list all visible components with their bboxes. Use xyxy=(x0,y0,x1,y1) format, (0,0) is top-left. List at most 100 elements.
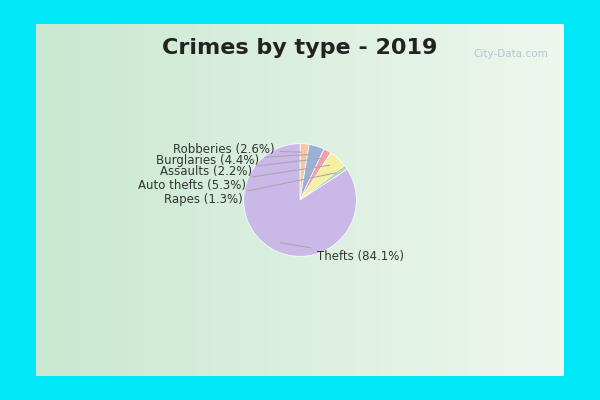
Bar xyxy=(157,24,160,376)
Bar xyxy=(194,24,197,376)
Bar xyxy=(385,24,387,376)
Bar xyxy=(514,24,517,376)
Bar xyxy=(279,24,281,376)
Bar xyxy=(49,24,52,376)
Bar xyxy=(242,24,245,376)
Bar xyxy=(115,24,118,376)
Bar xyxy=(166,24,168,376)
Bar xyxy=(319,24,321,376)
Bar xyxy=(469,24,472,376)
Bar xyxy=(443,24,445,376)
Bar xyxy=(377,24,379,376)
Bar xyxy=(308,24,311,376)
Bar xyxy=(276,24,279,376)
Bar xyxy=(268,24,271,376)
Bar xyxy=(493,24,496,376)
Bar xyxy=(76,24,78,376)
Bar xyxy=(511,24,514,376)
Bar xyxy=(179,24,181,376)
Bar xyxy=(173,24,176,376)
Bar xyxy=(128,24,131,376)
Bar xyxy=(239,24,242,376)
Bar xyxy=(448,24,451,376)
Bar xyxy=(57,24,60,376)
Bar xyxy=(287,24,289,376)
Bar xyxy=(131,24,134,376)
Bar xyxy=(395,24,398,376)
Bar xyxy=(208,24,210,376)
Bar xyxy=(121,24,123,376)
Bar xyxy=(97,24,100,376)
Bar xyxy=(532,24,535,376)
Bar xyxy=(548,24,551,376)
Bar xyxy=(168,24,170,376)
Bar xyxy=(200,24,202,376)
Bar xyxy=(421,24,424,376)
Bar xyxy=(559,24,562,376)
Wedge shape xyxy=(300,144,324,200)
Bar xyxy=(538,24,540,376)
Bar xyxy=(374,24,377,376)
Bar xyxy=(170,24,173,376)
Wedge shape xyxy=(300,166,347,200)
Bar xyxy=(266,24,268,376)
Bar xyxy=(482,24,485,376)
Bar xyxy=(149,24,152,376)
Wedge shape xyxy=(244,144,356,256)
Bar xyxy=(229,24,232,376)
Bar xyxy=(313,24,316,376)
Bar xyxy=(60,24,62,376)
Bar xyxy=(324,24,326,376)
Text: Robberies (2.6%): Robberies (2.6%) xyxy=(173,143,301,156)
Bar xyxy=(509,24,511,376)
Text: Burglaries (4.4%): Burglaries (4.4%) xyxy=(156,154,311,167)
Text: City-Data.com: City-Data.com xyxy=(473,49,548,59)
Bar xyxy=(284,24,287,376)
Bar xyxy=(258,24,260,376)
Bar xyxy=(281,24,284,376)
Bar xyxy=(411,24,413,376)
Bar xyxy=(126,24,128,376)
Bar xyxy=(41,24,44,376)
Bar xyxy=(155,24,157,376)
Bar xyxy=(517,24,519,376)
Bar xyxy=(424,24,427,376)
Bar xyxy=(543,24,545,376)
Text: Crimes by type - 2019: Crimes by type - 2019 xyxy=(163,38,437,58)
Bar xyxy=(260,24,263,376)
Bar xyxy=(382,24,385,376)
Bar xyxy=(353,24,355,376)
Bar xyxy=(432,24,434,376)
Bar xyxy=(295,24,298,376)
Bar xyxy=(456,24,458,376)
Bar xyxy=(540,24,543,376)
Bar xyxy=(36,24,38,376)
Bar xyxy=(184,24,187,376)
Bar xyxy=(434,24,437,376)
Bar xyxy=(292,24,295,376)
Bar xyxy=(350,24,353,376)
Bar xyxy=(181,24,184,376)
Bar xyxy=(202,24,205,376)
Bar xyxy=(371,24,374,376)
Bar xyxy=(189,24,192,376)
Bar xyxy=(118,24,121,376)
Bar xyxy=(464,24,466,376)
Bar xyxy=(234,24,236,376)
Bar xyxy=(490,24,493,376)
Bar xyxy=(487,24,490,376)
Bar xyxy=(142,24,144,376)
Bar xyxy=(215,24,218,376)
Bar xyxy=(329,24,332,376)
Bar xyxy=(152,24,155,376)
Bar xyxy=(551,24,553,376)
Bar xyxy=(430,24,432,376)
Bar xyxy=(55,24,57,376)
Bar xyxy=(274,24,276,376)
Bar xyxy=(437,24,440,376)
Bar xyxy=(527,24,530,376)
Bar xyxy=(398,24,400,376)
Bar xyxy=(364,24,366,376)
Bar xyxy=(347,24,350,376)
Bar xyxy=(102,24,104,376)
